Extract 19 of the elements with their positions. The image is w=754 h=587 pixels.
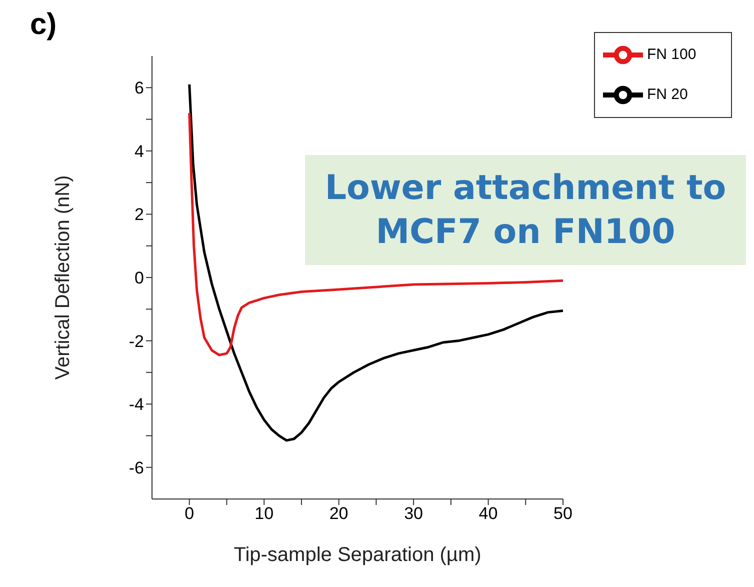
y-tick-label: 2 — [134, 205, 144, 224]
y-tick-label: 4 — [134, 142, 144, 161]
x-tick-label: 30 — [404, 504, 424, 524]
y-axis-title: Vertical Deflection (nN) — [52, 175, 74, 380]
y-tick-label: 0 — [134, 268, 144, 288]
legend-label: FN 20 — [647, 86, 688, 103]
x-tick-label: 40 — [478, 504, 498, 524]
x-tick-label: 10 — [254, 504, 274, 524]
x-tick-label: 0 — [184, 504, 194, 524]
y-tick-label: -6 — [128, 458, 144, 478]
annotation: Lower attachment to MCF7 on FN100 — [305, 155, 746, 265]
chart-title: c) — [30, 8, 57, 42]
legend-label: FN 100 — [647, 46, 696, 63]
x-tick-label: 20 — [329, 504, 348, 524]
x-axis-title: Tip-sample Separation (µm) — [234, 544, 482, 566]
y-tick-label: 6 — [134, 78, 144, 98]
x-tick-label: 50 — [554, 504, 572, 524]
y-tick-label: -4 — [128, 395, 144, 414]
y-tick-label: -2 — [128, 332, 144, 351]
